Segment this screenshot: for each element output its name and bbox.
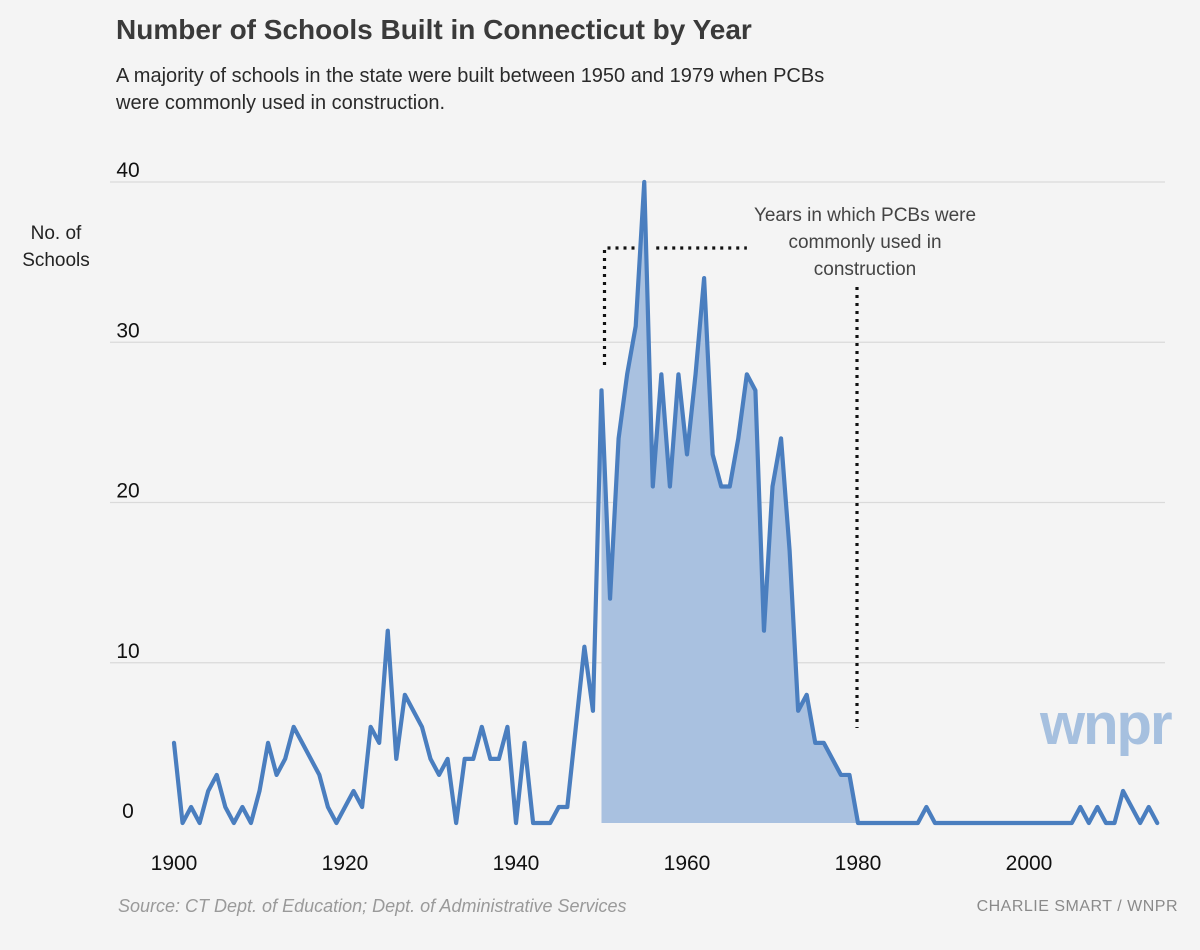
y-tick-label: 0 [122, 800, 134, 823]
series-line [171, 179, 1160, 826]
y-tick-label: 20 [116, 480, 139, 503]
chart-title: Number of Schools Built in Connecticut b… [116, 14, 752, 45]
pcb-annotation: Years in which PCBs were commonly used i… [753, 205, 977, 280]
wnpr-logo: wnpr [1040, 692, 1173, 757]
x-tick-label: 1920 [322, 852, 369, 875]
y-tick-label: 40 [116, 159, 139, 182]
y-tick-label: 10 [116, 640, 139, 663]
x-tick-label: 1960 [664, 852, 711, 875]
x-tick-label: 1940 [493, 852, 540, 875]
chart-subtitle: A majority of schools in the state were … [116, 65, 825, 114]
x-tick-label: 1980 [835, 852, 882, 875]
x-tick-label: 2000 [1006, 852, 1053, 875]
credit-note: CHARLIE SMART / WNPR [976, 898, 1178, 915]
y-axis-label: No. of Schools [22, 223, 90, 271]
source-note: Source: CT Dept. of Education; Dept. of … [118, 896, 627, 916]
y-tick-label: 30 [116, 319, 139, 342]
x-tick-label: 1900 [151, 852, 198, 875]
